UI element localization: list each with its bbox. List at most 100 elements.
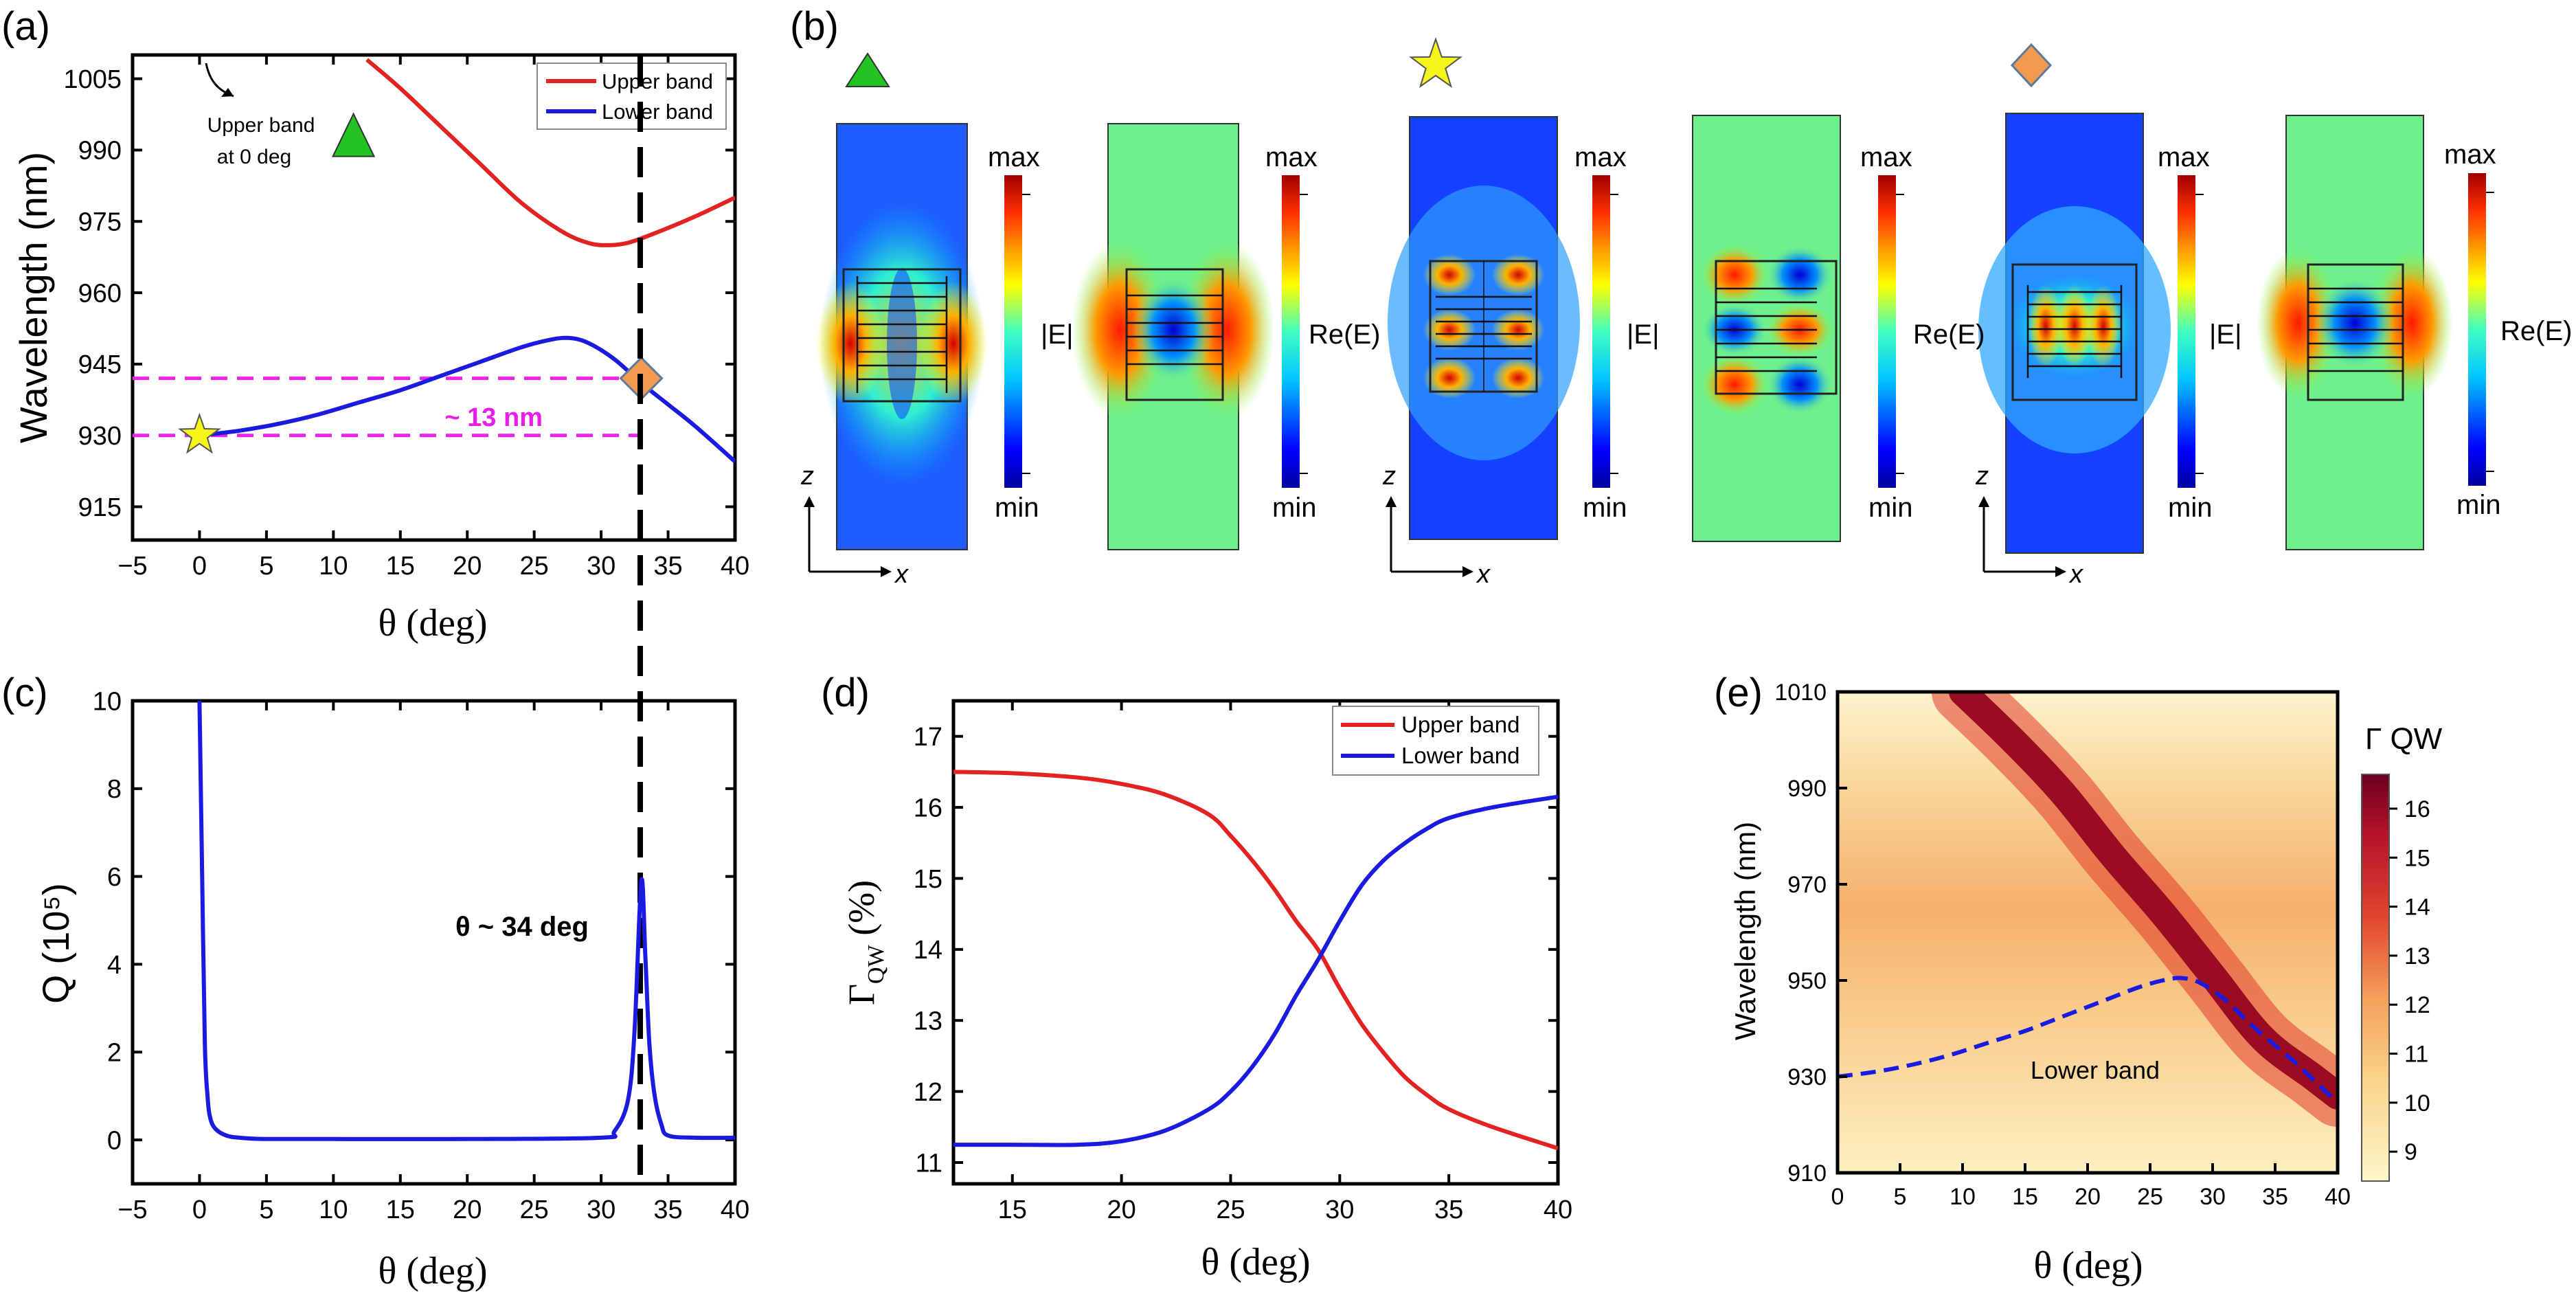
- y-tick-label: 4: [107, 951, 122, 980]
- x-tick-label: 25: [520, 1196, 549, 1224]
- lower-band-line: [199, 335, 735, 464]
- x-tick-label: 30: [587, 1196, 615, 1224]
- y-tick-label: 15: [914, 865, 942, 894]
- x-tick-label: −5: [117, 1196, 147, 1224]
- x-axis-label-a: θ (deg): [379, 602, 488, 644]
- legend-lower-label-d: Lower band: [1401, 743, 1519, 768]
- colorbar-3: max min |E|: [1574, 142, 1659, 523]
- x-tick-label: 40: [2325, 1184, 2351, 1210]
- colorbar-5: max min |E|: [2158, 142, 2241, 523]
- x-tick-label: 0: [192, 552, 207, 581]
- x-axis-label-3: x: [2068, 560, 2084, 589]
- panel-label-c: (c): [1, 671, 48, 715]
- panel-a-wavelength-plot: −5 0 5 10 15 20 25 30 35 40 915 930 945 960 975 990 1005…: [12, 53, 749, 644]
- plot-frame: [951, 699, 1560, 1186]
- x-tick-label: 40: [721, 552, 749, 581]
- diamond-marker-b: [2010, 43, 2053, 88]
- q-factor-line: [197, 701, 735, 1141]
- x-tick-label: 5: [1894, 1184, 1907, 1210]
- x-tick-label: −5: [117, 552, 147, 581]
- field-map-diamond-re: [2257, 115, 2453, 550]
- x-tick-label: 35: [653, 552, 682, 581]
- panel-d-confinement-plot: 15 20 25 30 35 40 11 12 13 14 15 16 17 Upper band Lo…: [841, 699, 1572, 1283]
- y-tick-label: 990: [1787, 776, 1827, 802]
- z-axis-label-2: z: [1382, 462, 1396, 491]
- colorbar-tick-label: 13: [2404, 943, 2430, 969]
- y-tick-label: 16: [914, 794, 942, 822]
- x-tick-label: 10: [319, 1196, 348, 1224]
- panel-label-e: (e): [1714, 671, 1763, 715]
- colorbar-5-min: min: [2168, 493, 2212, 523]
- y-tick-label: 12: [914, 1078, 942, 1107]
- y-axis-label-c: Q (10⁵): [36, 883, 77, 1003]
- colorbar-1: max min |E|: [988, 142, 1073, 523]
- plot-frame: [131, 53, 737, 542]
- panel-label-a: (a): [1, 4, 50, 49]
- x-tick-label: 30: [587, 552, 615, 581]
- y-tick-label: 1010: [1774, 680, 1827, 706]
- y-tick-label: 2: [107, 1039, 122, 1068]
- colorbar-1-max: max: [988, 142, 1040, 172]
- legend-d: Upper band Lower band: [1332, 706, 1539, 776]
- x-tick-label: 40: [1544, 1196, 1572, 1224]
- colorbar-6: max min Re(E): [2444, 139, 2572, 520]
- colorbar-tick-label: 12: [2404, 992, 2430, 1018]
- panel-c-axes: −5 0 5 10 15 20 25 30 35 40 0 2 4 6 8 10: [93, 687, 749, 1224]
- colorbar-tick-label: 16: [2404, 796, 2430, 822]
- legend-lower-label: Lower band: [602, 100, 713, 124]
- field-map-triangle-re: [1072, 123, 1275, 550]
- y-tick-label: 13: [914, 1007, 942, 1036]
- colorbar-tick-label: 14: [2404, 895, 2430, 921]
- x-tick-label: 30: [2200, 1184, 2226, 1210]
- y-axis-label-e: Wavelength (nm): [1729, 822, 1761, 1040]
- y-tick-label: 945: [78, 350, 122, 379]
- colorbar-5-label: |E|: [2209, 319, 2241, 350]
- y-tick-label: 950: [1787, 968, 1827, 994]
- colorbar-1-min: min: [995, 493, 1039, 523]
- colorbar-4-min: min: [1868, 493, 1912, 523]
- x-tick-label: 25: [520, 552, 549, 581]
- peak-angle-annotation: θ ~ 34 deg: [455, 912, 589, 942]
- y-tick-label: 930: [78, 422, 122, 451]
- panel-e-axes: 0 5 10 15 20 25 30 35 40 910 930 950 970 990 1010: [1774, 680, 2351, 1210]
- y-tick-label: 990: [78, 137, 122, 166]
- colorbar-6-min: min: [2456, 490, 2500, 520]
- lower-band-heatmap-label: Lower band: [2031, 1056, 2160, 1084]
- x-tick-label: 40: [721, 1196, 749, 1224]
- x-tick-label: 5: [259, 552, 273, 581]
- upper-band-gamma-line: [953, 770, 1558, 1151]
- gamma-colorbar: [2361, 774, 2390, 1182]
- x-tick-label: 10: [319, 552, 348, 581]
- triangle-marker: [331, 112, 376, 157]
- x-tick-label: 35: [1434, 1196, 1463, 1224]
- field-map-triangle-abs: [816, 123, 988, 550]
- x-tick-label: 20: [453, 1196, 482, 1224]
- coord-axes-3: z x: [1975, 462, 2084, 589]
- field-map-star-abs: [1388, 116, 1580, 540]
- x-tick-label: 20: [453, 552, 482, 581]
- arrowhead-icon: [221, 88, 234, 97]
- lower-band-gamma-line: [953, 794, 1558, 1147]
- x-tick-label: 5: [259, 1196, 273, 1224]
- x-tick-label: 20: [1107, 1196, 1136, 1224]
- lower-band-dashed-line: [1838, 976, 2338, 1105]
- x-axis-label-d: θ (deg): [1201, 1241, 1311, 1283]
- legend-a: Upper band Lower band: [536, 63, 727, 130]
- y-tick-label: 10: [93, 687, 122, 716]
- colorbar-4-label: Re(E): [1913, 319, 1985, 350]
- colorbar-tick-label: 15: [2404, 845, 2430, 871]
- upper-band-note-1: Upper band: [207, 114, 315, 137]
- x-tick-label: 20: [2075, 1184, 2101, 1210]
- panel-a-axes: −5 0 5 10 15 20 25 30 35 40 915 930 945 960 975 990 1005: [63, 53, 749, 581]
- x-tick-label: 15: [386, 552, 415, 581]
- y-axis-label-a: Wavelength (nm): [12, 152, 55, 443]
- heatmap-background: [1838, 692, 2338, 1173]
- panel-label-b: (b): [790, 4, 839, 49]
- y-tick-label: 970: [1787, 872, 1827, 898]
- colorbar-1-label: |E|: [1041, 319, 1073, 350]
- x-tick-label: 10: [1950, 1184, 1976, 1210]
- colorbar-5-max: max: [2158, 142, 2210, 172]
- star-marker-b: [1408, 36, 1463, 89]
- colorbar-6-max: max: [2444, 139, 2496, 170]
- colorbar-4-max: max: [1860, 142, 1912, 172]
